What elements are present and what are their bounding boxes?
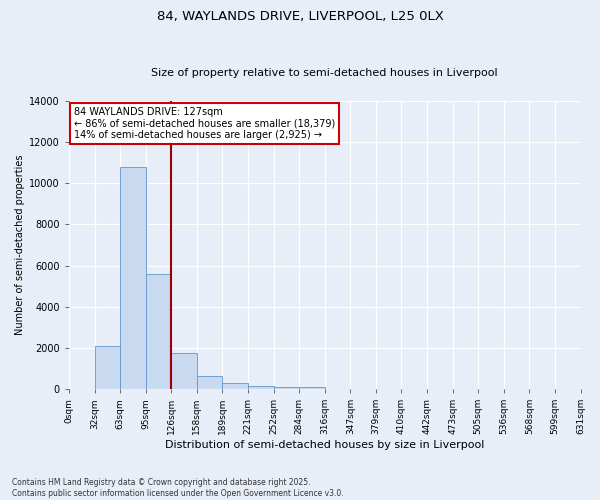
Title: Size of property relative to semi-detached houses in Liverpool: Size of property relative to semi-detach…	[151, 68, 498, 78]
Bar	[197, 376, 223, 389]
Bar	[120, 167, 146, 389]
Text: Contains HM Land Registry data © Crown copyright and database right 2025.
Contai: Contains HM Land Registry data © Crown c…	[12, 478, 344, 498]
Bar	[223, 383, 248, 389]
X-axis label: Distribution of semi-detached houses by size in Liverpool: Distribution of semi-detached houses by …	[165, 440, 484, 450]
Bar	[95, 346, 120, 389]
Text: 84, WAYLANDS DRIVE, LIVERPOOL, L25 0LX: 84, WAYLANDS DRIVE, LIVERPOOL, L25 0LX	[157, 10, 443, 23]
Bar	[146, 274, 171, 389]
Bar	[274, 388, 299, 389]
Bar	[171, 353, 197, 389]
Text: 84 WAYLANDS DRIVE: 127sqm
← 86% of semi-detached houses are smaller (18,379)
14%: 84 WAYLANDS DRIVE: 127sqm ← 86% of semi-…	[74, 107, 335, 140]
Y-axis label: Number of semi-detached properties: Number of semi-detached properties	[15, 155, 25, 336]
Bar	[299, 387, 325, 389]
Bar	[248, 386, 274, 389]
